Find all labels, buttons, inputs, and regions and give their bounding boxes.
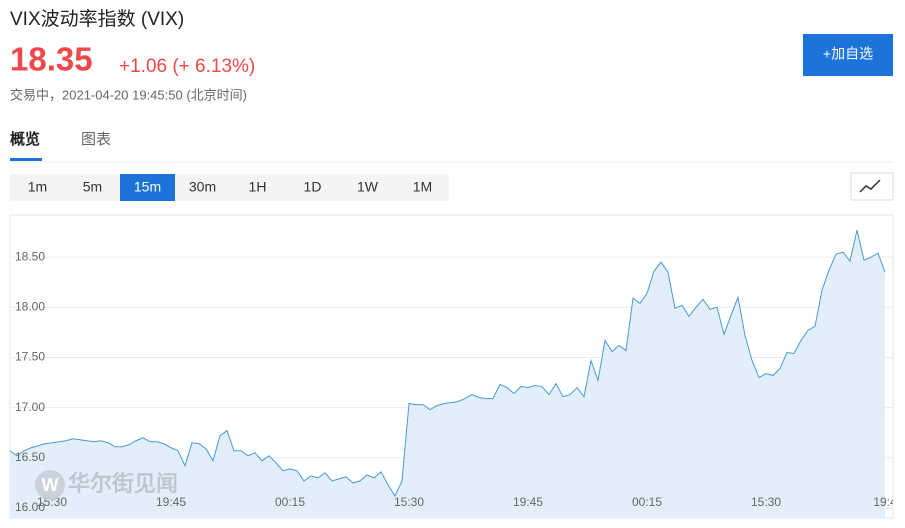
watermark: 华尔街见闻 bbox=[68, 471, 178, 497]
interval[interactable]: 5m bbox=[83, 179, 102, 195]
interval[interactable]: 15m bbox=[134, 179, 161, 195]
y-tick-label: 17.50 bbox=[15, 350, 45, 364]
chart-icon bbox=[859, 179, 881, 193]
x-tick-label: 15:30 bbox=[751, 495, 781, 509]
line bbox=[10, 229, 886, 497]
price: 18.35 bbox=[10, 41, 93, 78]
y-tick-label: 16.00 bbox=[15, 500, 45, 514]
x-tick-label: 19:45 bbox=[513, 495, 543, 509]
x-tick-label: 00:15 bbox=[632, 495, 662, 509]
tab-underline bbox=[10, 158, 42, 161]
interval-bar bbox=[10, 174, 449, 201]
y-tick-label: 18.50 bbox=[15, 249, 45, 263]
interval-active bbox=[120, 174, 175, 201]
button-label[interactable]: +加自选 bbox=[823, 46, 873, 62]
status: 交易中，2021-04-20 19:45:50 (北京时间) bbox=[10, 87, 247, 102]
watermark-logo-w: W bbox=[42, 475, 59, 495]
interval[interactable]: 1M bbox=[413, 179, 432, 195]
add-button[interactable]: +加自选 bbox=[803, 34, 893, 76]
chart-icon-box bbox=[850, 172, 894, 201]
tab[interactable]: 概览 bbox=[10, 130, 40, 148]
change: +1.06 (+ 6.13%) bbox=[119, 56, 255, 77]
interval[interactable]: 1W bbox=[357, 179, 379, 195]
x-tick-label: 00:15 bbox=[275, 495, 305, 509]
button-bg bbox=[803, 34, 893, 76]
interval[interactable]: 1H bbox=[249, 179, 267, 195]
interval[interactable]: 30m bbox=[189, 179, 216, 195]
x-tick-label: 19:45 bbox=[156, 495, 186, 509]
tab[interactable]: 图表 bbox=[81, 131, 111, 148]
watermark-logo bbox=[35, 470, 65, 500]
interval[interactable]: 1m bbox=[28, 179, 47, 195]
title: VIX波动率指数 (VIX) bbox=[10, 8, 184, 30]
area-fill bbox=[10, 230, 885, 518]
y-tick-label: 17.00 bbox=[15, 400, 45, 414]
y-tick-label: 16.50 bbox=[15, 450, 45, 464]
x-tick-label: 15:30 bbox=[394, 495, 424, 509]
y-tick-label: 18.00 bbox=[15, 299, 45, 313]
x-tick-label: 19:4 bbox=[873, 495, 897, 509]
chart-type-button[interactable] bbox=[850, 172, 894, 201]
interval[interactable]: 1D bbox=[304, 179, 322, 195]
